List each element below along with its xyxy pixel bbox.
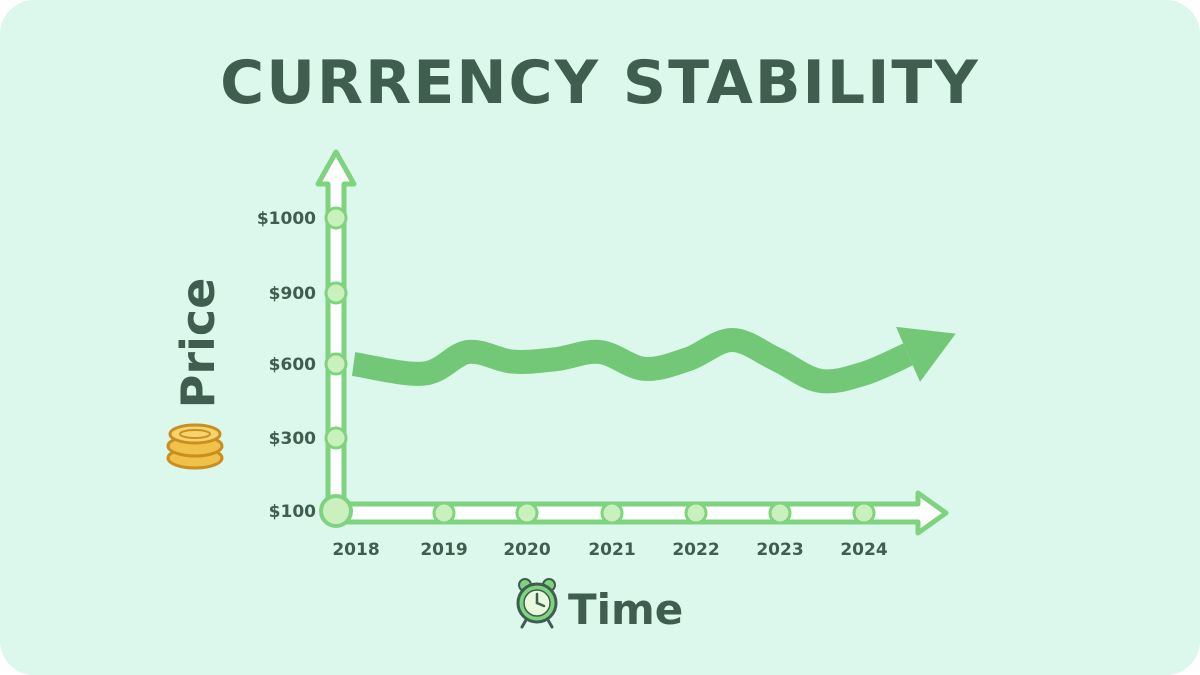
x-tick-label: 2020 [503,540,550,560]
x-tick-label: 2024 [840,540,887,560]
x-tick-label: 2021 [588,540,635,560]
price-trend-line [351,328,914,394]
y-axis-arrow [315,149,357,515]
x-axis-title: Time [568,585,683,634]
y-axis-title: Price [171,278,225,409]
x-axis-ticks: 2018 2019 2020 2021 2022 2023 2024 [332,501,888,560]
chart-title: CURRENCY STABILITY [220,48,980,118]
x-tick-marker [515,501,539,525]
origin-marker [319,494,353,528]
alarm-clock-icon [516,578,558,629]
x-tick-label: 2019 [420,540,467,560]
price-trend-arrowhead [896,326,956,382]
x-tick-marker [768,501,792,525]
x-axis-arrow [333,490,949,536]
x-tick-marker [600,501,624,525]
y-tick-marker [324,281,348,305]
y-tick-marker [324,206,348,230]
y-tick-label: $1000 [257,209,316,229]
y-axis-ticks: $1000 $900 $600 $300 $100 [257,206,348,522]
x-tick-label: 2023 [756,540,803,560]
y-tick-label: $900 [269,284,316,304]
x-tick-marker [684,501,708,525]
y-tick-label: $600 [269,355,316,375]
x-tick-label: 2022 [672,540,719,560]
x-tick-marker [852,501,876,525]
x-tick-marker [432,501,456,525]
y-tick-label: $300 [269,429,316,449]
y-tick-marker [324,426,348,450]
y-tick-label: $100 [269,502,316,522]
y-tick-marker [324,352,348,376]
coin-stack-icon [166,423,224,470]
x-tick-label: 2018 [332,540,379,560]
